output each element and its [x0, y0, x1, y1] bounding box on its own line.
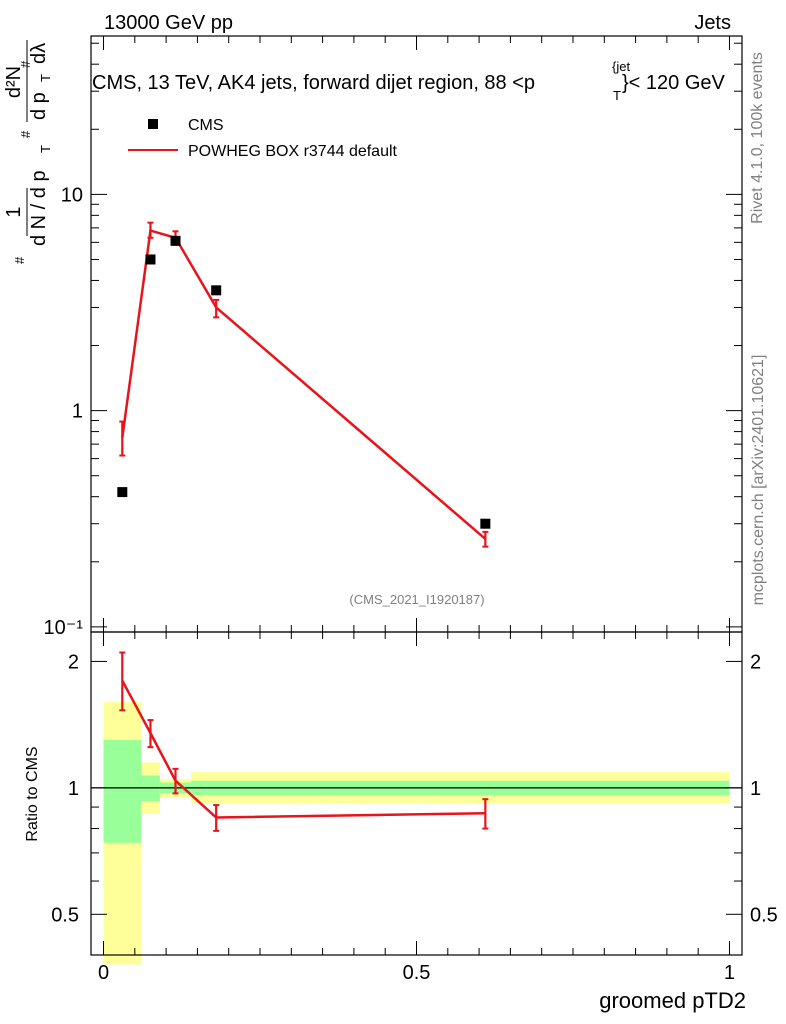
axes: 0 0.5 1 10⁻¹ 1 10 0.5 0.5 1 1 2 2	[44, 35, 778, 984]
rivet-label: Rivet 4.1.0, 100k events	[749, 52, 766, 224]
ylabel-t1: T	[38, 145, 53, 153]
main-series	[117, 221, 491, 548]
ratio-series	[119, 651, 489, 832]
header-right: Jets	[694, 12, 731, 34]
title-sub: T	[613, 88, 621, 103]
ylabel-hash1: #	[12, 256, 27, 264]
analysis-watermark: (CMS_2021_I1920187)	[349, 592, 484, 607]
x-axis-label: groomed pTD2	[599, 988, 746, 1013]
cms-data-point	[145, 254, 156, 265]
ratio-y-tick-label-right: 0.5	[750, 904, 778, 926]
legend-cms-marker	[148, 119, 158, 129]
ylabel-hash3: #	[18, 60, 33, 68]
ratio-y-tick-label-right: 2	[750, 651, 761, 673]
title-main-text: CMS, 13 TeV, AK4 jets, forward dijet reg…	[92, 72, 535, 94]
mc-main-line	[121, 229, 487, 540]
title-sup: {jet	[612, 59, 630, 74]
ylabel-dpt: d p	[28, 92, 50, 120]
ylabel-d2n: d²N	[3, 66, 25, 98]
cms-data-point	[211, 285, 222, 296]
ylabel-one: 1	[3, 206, 25, 217]
header-left: 13000 GeV pp	[104, 12, 233, 34]
ylabel-t2: T	[38, 74, 53, 82]
title-tail: }< 120 GeV	[622, 72, 726, 94]
ratio-ylabel: Ratio to CMS	[24, 746, 41, 841]
ylabel-dlambda: dλ	[28, 43, 50, 64]
plot-title: CMS, 13 TeV, AK4 jets, forward dijet reg…	[92, 59, 726, 103]
x-tick-label: 0.5	[403, 962, 431, 984]
ratio-y-tick-label-right: 1	[750, 778, 761, 800]
legend: CMS POWHEG BOX r3744 default	[128, 117, 398, 160]
band-inner-0	[103, 739, 142, 843]
title-main: CMS, 13 TeV, AK4 jets, forward dijet reg…	[92, 72, 535, 94]
ratio-y-tick-label-left: 0.5	[51, 904, 79, 926]
cms-data-point	[480, 518, 491, 529]
ratio-y-tick-label-left: 2	[68, 651, 79, 673]
legend-cms-label: CMS	[188, 117, 224, 134]
ratio-uncertainty-bands	[103, 702, 730, 965]
main-ylabel: # 1 d N / d p T # d²N d p T # dλ	[3, 40, 53, 264]
ylabel-hash2: #	[18, 130, 33, 138]
main-y-tick-label: 10⁻¹	[44, 617, 84, 639]
ylabel-denominator: d N / d p	[28, 170, 50, 246]
mcplots-label: mcplots.cern.ch [arXiv:2401.10621]	[750, 355, 767, 606]
cms-data-point	[170, 235, 181, 246]
ratio-y-tick-label-left: 1	[68, 778, 79, 800]
main-y-tick-label: 1	[72, 401, 83, 423]
cms-data-point	[117, 487, 128, 498]
legend-powheg-label: POWHEG BOX r3744 default	[188, 143, 398, 160]
main-y-tick-label: 10	[61, 184, 83, 206]
x-tick-label: 0	[98, 962, 109, 984]
x-tick-label: 1	[724, 962, 735, 984]
